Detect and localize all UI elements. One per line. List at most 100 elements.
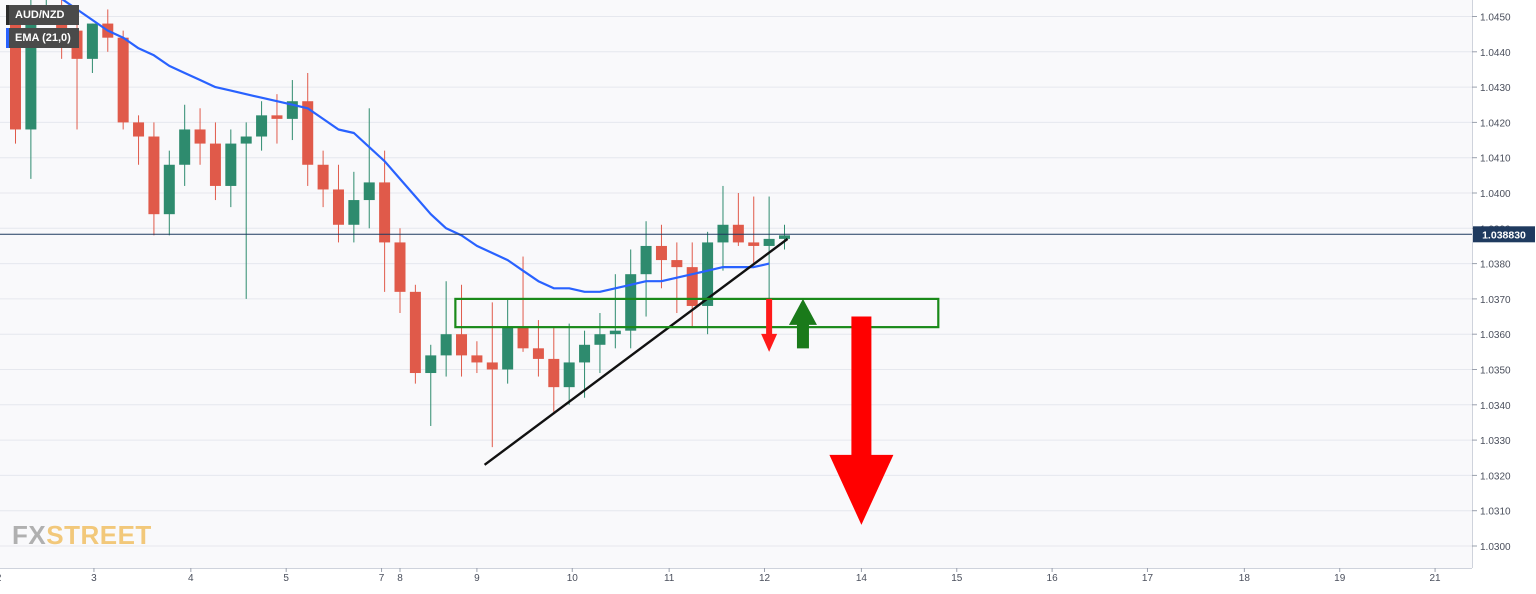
legend-indicator-label: EMA (21,0) <box>15 32 71 44</box>
candle <box>363 182 375 201</box>
annotations <box>454 237 940 525</box>
y-tick-label: 1.0410 <box>1480 154 1511 165</box>
current-price-box <box>1473 226 1535 243</box>
down-arrow <box>761 298 778 352</box>
candle <box>348 200 360 225</box>
down-arrow <box>829 316 894 525</box>
candle <box>240 136 252 144</box>
candle <box>379 182 391 243</box>
candle <box>486 362 498 370</box>
y-tick-label: 1.0310 <box>1480 507 1511 518</box>
x-tick-label: 18 <box>1239 573 1251 584</box>
up-arrow <box>788 298 817 349</box>
candle <box>271 115 283 119</box>
candle <box>686 267 698 306</box>
legend-symbol-label: AUD/NZD <box>15 9 65 21</box>
logo-street: STREET <box>46 520 152 550</box>
trendline <box>483 237 789 466</box>
candle <box>502 327 514 370</box>
candle <box>225 143 237 186</box>
candle <box>548 358 560 388</box>
candle <box>532 348 544 359</box>
legend-indicator[interactable]: EMA (21,0) <box>6 28 79 48</box>
current-price-label: 1.038830 <box>1482 229 1526 241</box>
x-tick-label: 9 <box>474 573 480 584</box>
legend-indicator-swatch <box>6 28 9 48</box>
x-tick-label: 3 <box>91 573 97 584</box>
candle <box>317 164 329 190</box>
candle <box>148 136 160 215</box>
y-tick-label: 1.0380 <box>1480 260 1511 271</box>
candle <box>133 122 145 137</box>
candle <box>394 242 406 292</box>
candle <box>625 274 637 331</box>
x-tick-label: 21 <box>1430 573 1442 584</box>
y-tick-label: 1.0370 <box>1480 295 1511 306</box>
candle <box>86 23 98 59</box>
candle <box>163 164 175 215</box>
logo-fx: FX <box>12 520 47 550</box>
current-price: 1.038830 <box>0 226 1535 243</box>
y-tick-label: 1.0330 <box>1480 436 1511 447</box>
candle <box>579 344 591 363</box>
y-tick-label: 1.0400 <box>1480 189 1511 200</box>
candle <box>640 245 652 275</box>
candle <box>655 245 667 261</box>
ema-line <box>61 0 770 293</box>
x-tick-label: 14 <box>856 573 868 584</box>
chart-legend: AUD/NZD EMA (21,0) <box>6 5 79 51</box>
candle <box>179 129 191 165</box>
x-tick-label: 11 <box>664 573 675 584</box>
candle <box>779 235 790 239</box>
y-tick-label: 1.0360 <box>1480 330 1511 341</box>
grid-lines <box>0 0 1472 568</box>
candle <box>117 37 129 123</box>
y-tick-label: 1.0420 <box>1480 118 1511 129</box>
x-tick-label: 5 <box>283 573 289 584</box>
plot-background <box>0 0 1472 568</box>
candle <box>594 334 606 345</box>
x-axis: Nov234578910111214151617181921 <box>0 568 1472 584</box>
candles <box>10 0 790 448</box>
x-tick-label: 10 <box>567 573 579 584</box>
legend-symbol-swatch <box>6 5 9 25</box>
candle <box>671 260 683 268</box>
y-tick-label: 1.0340 <box>1480 401 1511 412</box>
y-tick-label: 1.0320 <box>1480 471 1511 482</box>
candle <box>302 101 314 165</box>
candle <box>332 189 344 225</box>
candle <box>256 115 268 137</box>
candle <box>456 334 468 356</box>
candle <box>609 330 621 335</box>
candle <box>409 291 421 374</box>
candle <box>10 23 21 130</box>
candle <box>440 334 452 356</box>
support-zone <box>454 297 940 329</box>
candle <box>563 362 575 388</box>
candle <box>763 238 775 246</box>
legend-symbol[interactable]: AUD/NZD <box>6 5 79 25</box>
x-tick-label: 2 <box>0 573 2 584</box>
x-tick-label: 16 <box>1047 573 1059 584</box>
x-tick-label: 12 <box>759 573 771 584</box>
candle <box>732 224 744 243</box>
x-tick-label: 19 <box>1334 573 1346 584</box>
candle <box>748 242 760 246</box>
x-tick-label: 4 <box>188 573 194 584</box>
y-tick-label: 1.0350 <box>1480 366 1511 377</box>
y-tick-label: 1.0430 <box>1480 83 1511 94</box>
candle <box>702 242 714 306</box>
candle <box>425 355 437 374</box>
y-tick-label: 1.0300 <box>1480 542 1511 553</box>
y-axis: 1.0300 1.0310 1.0320 1.0330 1.0340 1.0350 1.03… <box>1472 0 1511 568</box>
candle <box>209 143 221 186</box>
candle <box>471 355 483 363</box>
x-tick-label: 7 <box>379 573 385 584</box>
ema-series <box>61 0 770 293</box>
candle <box>25 9 37 130</box>
fxstreet-logo: FXSTREET <box>12 520 152 551</box>
candle <box>717 224 729 243</box>
candle <box>194 129 206 144</box>
